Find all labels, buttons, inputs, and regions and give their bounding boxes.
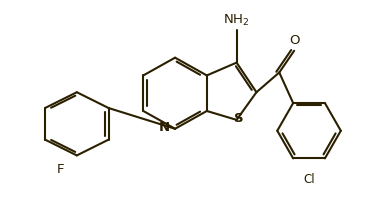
Text: N: N	[159, 121, 170, 134]
Text: F: F	[57, 163, 65, 176]
Text: O: O	[289, 35, 299, 48]
Text: S: S	[234, 112, 243, 125]
Text: NH$_2$: NH$_2$	[224, 13, 250, 28]
Text: Cl: Cl	[303, 173, 315, 186]
